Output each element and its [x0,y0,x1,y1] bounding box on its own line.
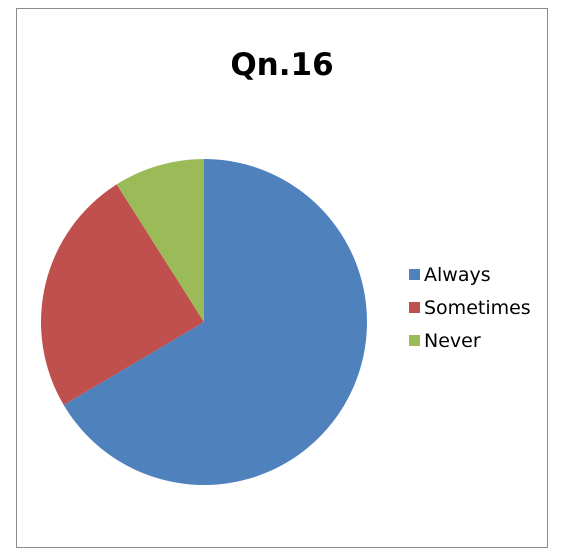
legend-item-never: Never [409,324,549,357]
pie-slice-sometimes [41,184,204,405]
chart-title: Qn.16 [230,47,334,83]
legend-item-sometimes: Sometimes [409,291,549,324]
legend-swatch-always [409,269,420,280]
legend: Always Sometimes Never [409,258,549,357]
pie-slice-never [116,159,204,322]
legend-label-never: Never [424,329,481,352]
legend-label-sometimes: Sometimes [424,296,531,319]
legend-item-always: Always [409,258,549,291]
pie-slice-always [63,159,368,485]
legend-swatch-never [409,335,420,346]
legend-swatch-sometimes [409,302,420,313]
legend-label-always: Always [424,263,491,286]
